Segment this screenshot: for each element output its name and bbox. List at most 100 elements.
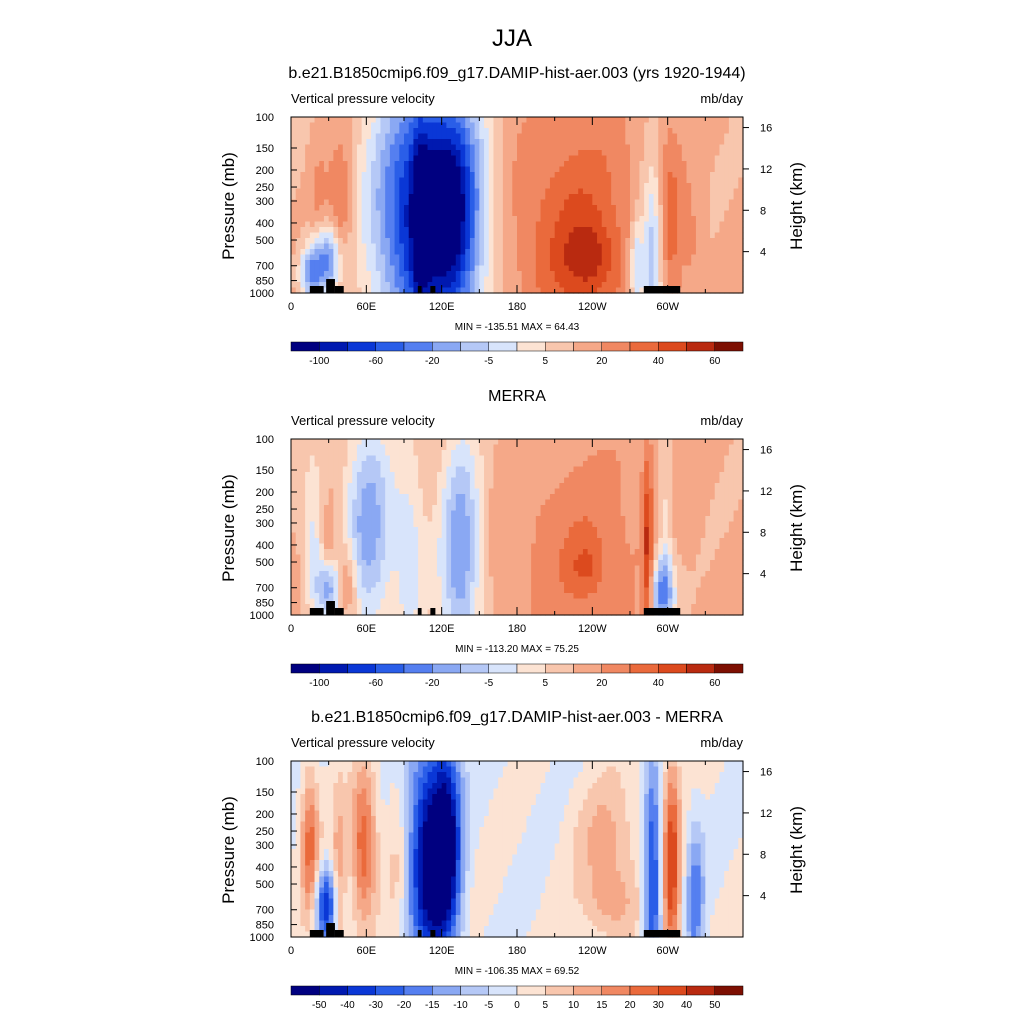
field-cell xyxy=(441,477,447,484)
field-cell xyxy=(422,177,429,184)
field-cell xyxy=(366,461,372,468)
field-cell xyxy=(578,150,584,157)
field-cell xyxy=(375,532,382,539)
field-cell xyxy=(625,532,631,539)
field-cell xyxy=(342,466,349,473)
field-cell xyxy=(389,510,396,517)
field-cell xyxy=(705,439,711,446)
field-cell xyxy=(738,510,744,517)
field-cell xyxy=(658,494,664,501)
field-cell xyxy=(644,221,650,228)
field-cell xyxy=(662,155,669,162)
field-cell xyxy=(385,510,391,517)
field-cell xyxy=(521,505,528,512)
field-cell xyxy=(686,133,692,140)
field-cell xyxy=(540,155,546,162)
field-cell xyxy=(521,254,528,261)
field-cell xyxy=(305,516,311,523)
field-cell xyxy=(733,287,739,294)
y2-tick-label: 8 xyxy=(760,205,766,217)
field-cell xyxy=(498,199,504,206)
field-cell xyxy=(427,516,433,523)
field-cell xyxy=(399,205,405,212)
field-cell xyxy=(427,238,433,245)
field-cell xyxy=(521,516,528,523)
field-cell xyxy=(366,199,372,206)
field-cell xyxy=(484,133,490,140)
field-cell xyxy=(380,499,386,506)
field-cell xyxy=(469,477,476,484)
field-cell xyxy=(366,265,372,272)
field-cell xyxy=(686,122,692,129)
field-cell xyxy=(328,172,334,179)
field-cell xyxy=(648,243,655,250)
field-cell xyxy=(507,188,513,195)
field-cell xyxy=(573,477,579,484)
field-cell xyxy=(686,483,692,490)
field-cell xyxy=(705,276,711,283)
field-cell xyxy=(305,172,311,179)
field-cell xyxy=(695,477,702,484)
field-cell xyxy=(469,122,476,129)
field-cell xyxy=(371,287,377,294)
field-cell xyxy=(352,249,358,256)
field-cell xyxy=(540,282,546,289)
field-cell xyxy=(559,505,565,512)
field-cell xyxy=(573,450,579,457)
field-cell xyxy=(639,144,645,151)
field-cell xyxy=(578,221,584,228)
field-cell xyxy=(352,117,358,124)
field-cell xyxy=(714,238,721,245)
field-cell xyxy=(549,210,556,217)
field-cell xyxy=(385,494,391,501)
field-cell xyxy=(700,494,706,501)
field-cell xyxy=(630,483,636,490)
field-cell xyxy=(582,232,589,239)
topography-block xyxy=(326,279,335,293)
field-cell xyxy=(418,499,424,506)
field-cell xyxy=(361,488,367,495)
field-cell xyxy=(371,177,377,184)
field-cell xyxy=(418,538,424,545)
field-cell xyxy=(582,161,589,168)
field-cell xyxy=(422,199,429,206)
field-cell xyxy=(738,166,744,173)
field-cell xyxy=(427,472,433,479)
field-cell xyxy=(686,282,692,289)
field-cell xyxy=(521,122,528,129)
field-cell xyxy=(559,166,565,173)
field-cell xyxy=(323,265,330,272)
field-cell xyxy=(356,276,363,283)
field-cell xyxy=(432,538,438,545)
field-cell xyxy=(535,444,542,451)
field-cell xyxy=(545,133,551,140)
field-cell xyxy=(418,128,424,135)
field-cell xyxy=(611,122,617,129)
field-cell xyxy=(385,271,391,278)
field-cell xyxy=(394,128,400,135)
field-cell xyxy=(361,494,367,501)
field-cell xyxy=(559,243,565,250)
field-cell xyxy=(436,172,443,179)
field-cell xyxy=(385,466,391,473)
field-cell xyxy=(342,161,349,168)
field-cell xyxy=(479,139,485,146)
field-cell xyxy=(436,221,443,228)
field-cell xyxy=(559,183,565,190)
field-cell xyxy=(625,494,631,501)
field-cell xyxy=(319,117,325,124)
field-cell xyxy=(634,477,641,484)
field-cell xyxy=(479,516,485,523)
field-cell xyxy=(418,472,424,479)
y-axis-title: Pressure (mb) xyxy=(219,474,238,582)
field-cell xyxy=(578,472,584,479)
field-cell xyxy=(432,516,438,523)
field-cell xyxy=(507,183,513,190)
field-cell xyxy=(625,150,631,157)
field-cell xyxy=(587,265,593,272)
field-cell xyxy=(554,194,560,201)
field-cell xyxy=(672,166,678,173)
field-cell xyxy=(418,276,424,283)
contour-field xyxy=(291,117,744,294)
field-cell xyxy=(366,271,372,278)
